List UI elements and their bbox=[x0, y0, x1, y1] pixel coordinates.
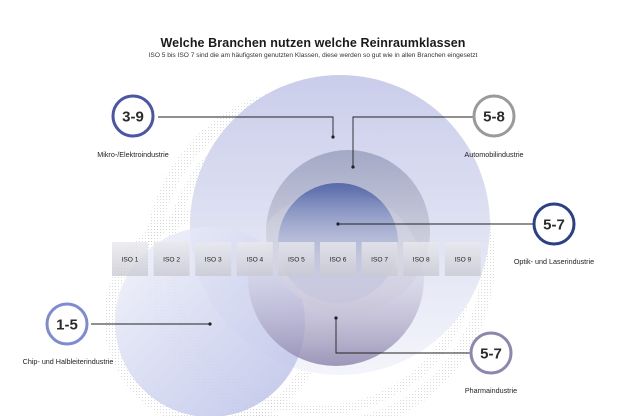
badge-pharma: 5-7 bbox=[469, 331, 513, 375]
iso-scale: ISO 1 ISO 2 ISO 3 ISO 4 ISO 5 ISO 6 ISO 7 ISO 8… bbox=[112, 242, 481, 276]
iso-box: ISO 5 bbox=[278, 242, 315, 276]
diagram-title: Welche Branchen nutzen welche Reinraumkl… bbox=[160, 36, 466, 50]
iso-label: ISO 2 bbox=[163, 256, 180, 263]
label-optik: Optik- und Laserindustrie bbox=[513, 257, 595, 266]
iso-label: ISO 8 bbox=[413, 256, 430, 263]
iso-box: ISO 2 bbox=[153, 242, 190, 276]
iso-label: ISO 6 bbox=[330, 256, 347, 263]
label-chip: Chip- und Halbleiterindustrie bbox=[22, 357, 114, 366]
iso-box: ISO 9 bbox=[444, 242, 481, 276]
iso-label: ISO 1 bbox=[122, 256, 139, 263]
iso-box: ISO 7 bbox=[361, 242, 398, 276]
iso-box: ISO 1 bbox=[112, 242, 148, 276]
badge-range-pharma: 5-7 bbox=[480, 346, 502, 363]
badge-range-optik: 5-7 bbox=[543, 217, 565, 234]
connector-dots bbox=[208, 135, 355, 326]
iso-box: ISO 8 bbox=[403, 242, 440, 276]
iso-label: ISO 5 bbox=[288, 256, 305, 263]
iso-label: ISO 3 bbox=[205, 256, 222, 263]
badge-chip: 1-5 bbox=[45, 302, 89, 346]
iso-label: ISO 9 bbox=[454, 256, 471, 263]
iso-box: ISO 6 bbox=[320, 242, 356, 276]
iso-label: ISO 4 bbox=[246, 256, 263, 263]
badge-range-automobil: 5-8 bbox=[483, 109, 505, 126]
badge-range-mikro: 3-9 bbox=[122, 109, 144, 126]
iso-box: ISO 4 bbox=[236, 242, 273, 276]
label-pharma: Pharmaindustrie bbox=[464, 386, 518, 395]
badge-optik: 5-7 bbox=[532, 202, 576, 246]
connector-lines bbox=[91, 116, 533, 354]
iso-label: ISO 7 bbox=[371, 256, 388, 263]
label-automobil: Automobilindustrie bbox=[464, 150, 524, 159]
diagram-subtitle: ISO 5 bis ISO 7 sind die am häufigsten g… bbox=[148, 52, 478, 59]
label-mikro-elektro: Mikro-/Elektroindustrie bbox=[97, 150, 169, 159]
badge-automobil: 5-8 bbox=[472, 94, 516, 138]
iso-box: ISO 3 bbox=[195, 242, 232, 276]
badge-range-chip: 1-5 bbox=[56, 317, 78, 334]
circle-pharma bbox=[248, 190, 424, 366]
badge-mikro-elektro: 3-9 bbox=[111, 94, 155, 138]
